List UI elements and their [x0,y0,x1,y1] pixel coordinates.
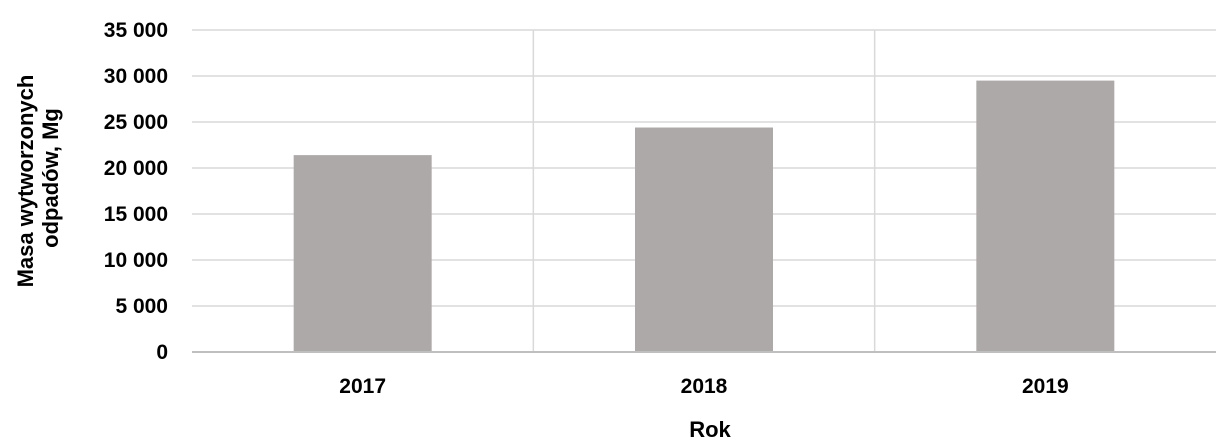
y-tick-label: 5 000 [115,295,168,318]
y-axis-title-line-2: odpadów, Mg [38,108,63,248]
bar-2018 [635,127,773,353]
y-tick-label: 15 000 [104,203,168,226]
y-tick-label: 0 [156,341,168,364]
y-tick-label: 25 000 [104,111,168,134]
x-axis-title: Rok [689,417,731,441]
x-tick-label: 2017 [339,375,386,398]
bar-2019 [976,80,1115,352]
x-tick-label: 2018 [681,375,728,398]
y-axis-title: Masa wytworzonych odpadów, Mg [13,69,63,288]
y-tick-labels: 0 5 000 10 000 15 000 20 000 25 000 30 000 35 0… [104,19,168,364]
bars [293,80,1115,353]
bar-2017 [293,155,432,352]
y-tick-label: 30 000 [104,65,168,88]
y-axis-title-line-1: Masa wytworzonych [13,75,38,288]
y-tick-label: 20 000 [104,157,168,180]
y-tick-label: 10 000 [104,249,168,272]
x-tick-labels: 2017 2018 2019 [339,375,1068,398]
y-tick-label: 35 000 [104,19,168,42]
x-tick-label: 2019 [1022,375,1069,398]
